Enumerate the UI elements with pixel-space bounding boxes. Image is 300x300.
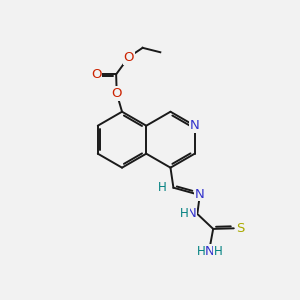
Text: O: O <box>112 87 122 100</box>
Text: N: N <box>187 207 196 220</box>
Text: O: O <box>91 68 102 81</box>
Text: N: N <box>195 188 205 201</box>
Text: H: H <box>158 181 167 194</box>
Text: N: N <box>205 245 214 258</box>
Text: H: H <box>214 245 222 258</box>
Text: N: N <box>190 119 200 132</box>
Text: S: S <box>236 222 244 235</box>
Text: H: H <box>197 245 206 258</box>
Text: H: H <box>180 206 189 220</box>
Text: O: O <box>124 51 134 64</box>
